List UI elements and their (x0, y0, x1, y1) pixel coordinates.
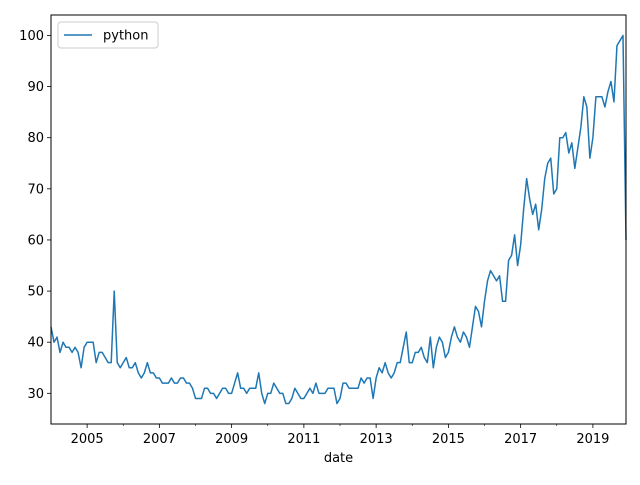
legend: python (57, 21, 159, 49)
x-tick-label: 2013 (360, 432, 393, 447)
y-tick-label: 30 (27, 387, 44, 402)
y-tick-label: 50 (27, 285, 44, 300)
x-tick-label: 2019 (576, 432, 609, 447)
y-tick-label: 60 (27, 233, 44, 248)
y-tick-label: 100 (19, 29, 44, 44)
legend-box (57, 21, 159, 49)
x-tick-label: 2009 (215, 432, 248, 447)
y-tick-label: 70 (27, 182, 44, 197)
series-layer (50, 34, 627, 405)
legend-label-python: python (103, 29, 148, 44)
series-line-python (50, 34, 627, 405)
x-axis: 2005 2007 2009 2011 2013 2015 2017 2019 (71, 424, 609, 447)
y-axis: 30 40 50 60 70 80 90 100 (19, 29, 51, 402)
x-tick-label: 2007 (143, 432, 176, 447)
plot-frame (50, 14, 627, 425)
x-axis-label: date (324, 451, 353, 466)
x-tick-label: 2011 (287, 432, 320, 447)
y-tick-label: 90 (27, 80, 44, 95)
x-tick-label: 2005 (71, 432, 104, 447)
y-tick-label: 80 (27, 131, 44, 146)
y-tick-label: 40 (27, 336, 44, 351)
x-tick-label: 2017 (504, 432, 537, 447)
x-tick-label: 2015 (432, 432, 465, 447)
